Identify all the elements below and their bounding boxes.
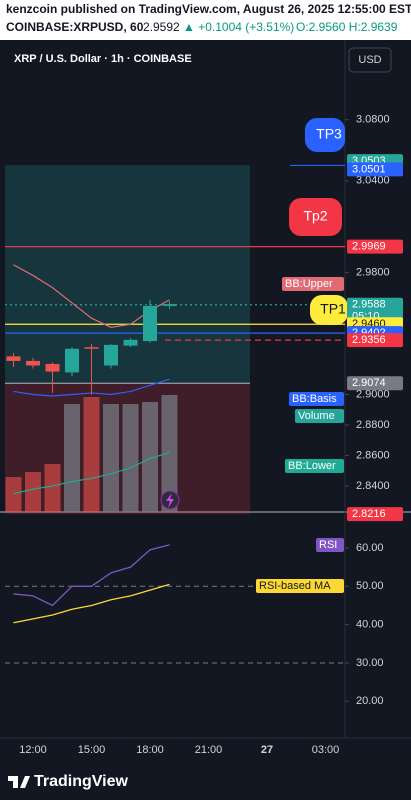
series-label-box [282, 277, 344, 291]
target-label: TP1 [320, 301, 346, 317]
price-label: 2.9588 [352, 299, 386, 311]
y-tick-label: 30.00 [356, 657, 384, 669]
candle-body [84, 347, 99, 349]
candle-body [65, 348, 79, 373]
candle-body [143, 305, 157, 342]
symbol: COINBASE:XRPUSD, 60 [6, 20, 144, 34]
target-zone [5, 165, 250, 384]
volume-label: Volume [298, 410, 335, 422]
logo: TradingView [8, 773, 129, 790]
target-bubble [310, 295, 348, 325]
candle-body [45, 363, 60, 372]
series-label-box [316, 538, 344, 552]
brand: TradingView [34, 773, 129, 790]
y-tick-label: 2.8400 [356, 480, 390, 492]
price-label-box [347, 162, 403, 177]
series-label: BB:Lower [288, 460, 336, 472]
volume-label-box [295, 409, 344, 423]
price-label: 2.9356 [352, 334, 386, 346]
y-tick-label: 20.00 [356, 695, 384, 707]
logo-icon [8, 776, 30, 788]
y-tick-label: 40.00 [356, 619, 384, 631]
x-tick-label: 15:00 [78, 744, 106, 756]
price-label: 2.9969 [352, 241, 386, 253]
target-label: Tp2 [303, 208, 327, 224]
change: ▲ +0.1004 (+3.51%) [183, 20, 294, 34]
price-label: 2.8216 [352, 508, 386, 520]
y-tick-label: 2.8600 [356, 449, 390, 461]
indicator-line [13, 451, 170, 495]
series-label-box [285, 459, 344, 473]
series-label: BB:Basis [292, 393, 337, 405]
header-line: kenzcoin published on TradingView.com, A… [6, 2, 411, 16]
series-label: RSI [319, 539, 337, 551]
candle-body [104, 344, 118, 366]
last-price: 2.9592 [143, 20, 180, 34]
target-bubble [289, 198, 342, 236]
y-tick-label: 3.0800 [356, 114, 390, 126]
series-label-box [289, 392, 344, 406]
price-label-box [347, 507, 403, 522]
volume-bar [44, 464, 61, 512]
currency[interactable]: USD [358, 54, 381, 66]
series-label-box [256, 579, 344, 593]
series-label: RSI-based MA [259, 580, 331, 592]
candle-body [26, 360, 40, 366]
x-tick-label: 03:00 [312, 744, 340, 756]
candle-body [123, 339, 138, 346]
alert-bolt [166, 493, 174, 508]
x-tick-label: 27 [261, 744, 273, 756]
candle-body [162, 304, 177, 306]
x-tick-label: 21:00 [195, 744, 223, 756]
price-label-box [347, 239, 403, 254]
volume-bar [64, 404, 80, 512]
price-label-box [347, 297, 403, 324]
price-label: 2.9074 [352, 377, 386, 389]
x-tick-label: 12:00 [19, 744, 47, 756]
rsi-line [13, 544, 170, 607]
target-label: TP3 [316, 126, 342, 142]
y-tick-label: 3.0400 [356, 175, 390, 187]
y-tick-label: 2.9800 [356, 266, 390, 278]
volume-bar [161, 395, 178, 512]
price-label-box [347, 376, 403, 391]
rsi-line [13, 583, 170, 624]
y-tick-label: 60.00 [356, 542, 384, 554]
chart-title: XRP / U.S. Dollar · 1h · COINBASE [14, 53, 192, 65]
x-tick-label: 18:00 [136, 744, 164, 756]
series-label: BB:Upper [285, 278, 333, 290]
target-bubble [305, 118, 345, 152]
y-tick-label: 2.9000 [356, 388, 390, 400]
candle-body [6, 356, 21, 361]
price-label: 3.0501 [352, 163, 386, 175]
volume-bar [83, 397, 100, 512]
y-tick-label: 2.8800 [356, 419, 390, 431]
volume-bar [142, 402, 158, 512]
volume-bar [103, 404, 119, 512]
volume-bar [5, 477, 22, 512]
y-tick-label: 50.00 [356, 580, 384, 592]
currency-button[interactable] [348, 47, 392, 73]
volume-bar [25, 472, 41, 512]
ohlc: O:2.9560 H:2.9639 [296, 20, 398, 34]
header-bar [0, 0, 411, 40]
volume-bar [122, 404, 139, 512]
price-label-box [347, 333, 403, 348]
